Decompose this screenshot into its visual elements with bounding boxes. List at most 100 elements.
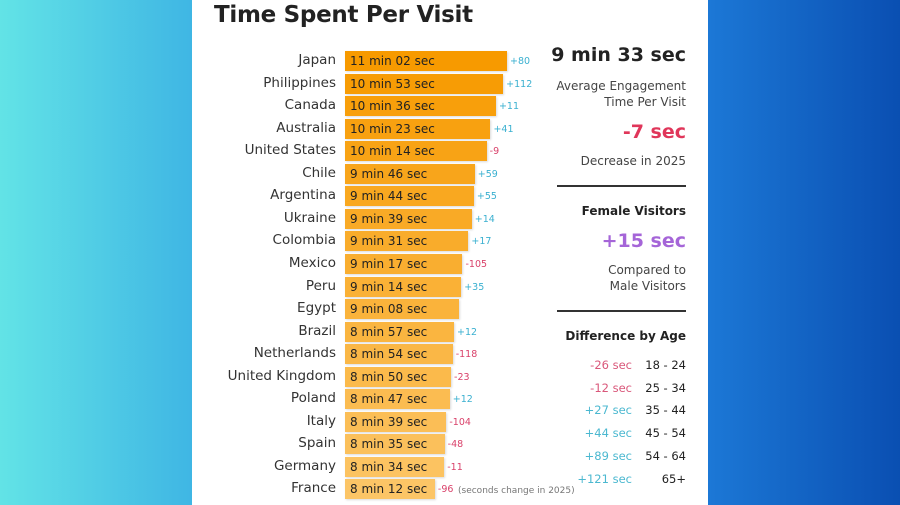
change-label: -118 xyxy=(455,349,478,361)
bar-row: France 8 min 12 sec -96 xyxy=(200,479,600,500)
female-value: +15 sec xyxy=(601,230,686,252)
bar xyxy=(345,51,507,71)
country-label: Japan xyxy=(298,52,336,68)
avg-label-2: Time Per Visit xyxy=(604,95,686,109)
bar xyxy=(345,253,463,274)
country-label: Spain xyxy=(298,435,336,452)
bar-value-label: 10 min 23 sec xyxy=(350,121,435,136)
change-label: -104 xyxy=(449,416,471,428)
bar-value-label: 9 min 14 sec xyxy=(350,279,428,294)
bar-value-label: 8 min 54 sec xyxy=(350,347,428,362)
country-label: Ukraine xyxy=(283,209,336,226)
country-label: Colombia xyxy=(272,232,336,249)
bar-value-label: 9 min 46 sec xyxy=(350,166,428,181)
country-label: Peru xyxy=(305,277,336,294)
bar xyxy=(345,73,504,94)
chart-title: Time Spent Per Visit xyxy=(214,2,473,28)
age-range: 54 - 64 xyxy=(645,448,686,463)
country-label: France xyxy=(291,480,336,497)
bar xyxy=(345,299,459,320)
country-label: Brazil xyxy=(298,322,336,339)
bar xyxy=(345,141,487,162)
change-label: +35 xyxy=(464,281,485,293)
country-label: Poland xyxy=(290,390,336,407)
change-label: -11 xyxy=(447,461,463,473)
bar xyxy=(345,208,472,229)
bar xyxy=(345,456,445,477)
bar xyxy=(345,344,453,365)
change-label: +14 xyxy=(474,213,495,225)
bar-value-label: 8 min 12 sec xyxy=(350,482,428,497)
change-label: -96 xyxy=(437,484,454,496)
bar xyxy=(345,366,452,387)
bar xyxy=(345,118,491,139)
bar xyxy=(345,389,450,410)
bar xyxy=(345,434,445,455)
bar-row: United Kingdom 8 min 50 sec -23 xyxy=(200,366,600,387)
country-label: United Kingdom xyxy=(227,367,336,384)
background-right xyxy=(708,0,900,505)
country-label: Mexico xyxy=(288,254,336,271)
bar xyxy=(345,186,474,207)
bar xyxy=(345,276,462,297)
age-diff: +121 sec xyxy=(577,471,632,486)
age-range: 25 - 34 xyxy=(645,380,686,395)
bar-row: Peru 9 min 14 sec +35 xyxy=(200,276,600,297)
change-note: (seconds change in 2025) xyxy=(458,486,575,496)
country-label: Egypt xyxy=(297,300,336,317)
change-label: -23 xyxy=(454,371,470,383)
age-range: 65+ xyxy=(661,471,686,486)
bar xyxy=(345,163,475,184)
bar xyxy=(345,96,496,117)
bar-value-label: 8 min 50 sec xyxy=(350,369,428,384)
bar-value-label: 9 min 44 sec xyxy=(350,189,428,204)
change-label: +17 xyxy=(471,236,492,248)
bar-value-label: 9 min 17 sec xyxy=(350,256,428,271)
bar-row: Mexico 9 min 17 sec -105 xyxy=(200,253,600,274)
country-label: Germany xyxy=(273,457,336,474)
bar-row: Egypt 9 min 08 sec xyxy=(200,299,600,320)
change-label: +59 xyxy=(477,168,498,180)
country-label: Argentina xyxy=(270,187,336,204)
bar-value-label: 9 min 31 sec xyxy=(350,234,428,249)
age-range: 18 - 24 xyxy=(645,358,686,372)
country-label: Chile xyxy=(302,164,336,181)
bar xyxy=(345,321,454,342)
bar-value-label: 10 min 53 sec xyxy=(350,76,435,91)
female-label-1: Compared to xyxy=(608,263,686,277)
bar-value-label: 8 min 47 sec xyxy=(350,392,428,407)
divider xyxy=(557,185,686,187)
change-label: +55 xyxy=(476,191,497,203)
bar-row: Canada 10 min 36 sec +11 xyxy=(200,96,600,117)
country-label: United States xyxy=(244,142,336,159)
bar-row: Netherlands 8 min 54 sec -118 xyxy=(200,344,600,365)
bar xyxy=(345,411,447,432)
avg-time-value: 9 min 33 sec xyxy=(551,44,686,66)
change-label: +12 xyxy=(452,394,473,406)
change-label: -9 xyxy=(489,146,500,158)
bar-row: Italy 8 min 39 sec -104 xyxy=(200,411,600,432)
bar-row: Australia 10 min 23 sec +41 xyxy=(200,118,600,139)
change-label: +112 xyxy=(506,78,533,90)
country-label: Netherlands xyxy=(253,345,336,362)
bar-row: Japan 11 min 02 sec +80 xyxy=(200,51,600,71)
bar-value-label: 8 min 35 sec xyxy=(350,437,428,452)
change-label: +12 xyxy=(456,326,478,338)
background-left xyxy=(0,0,192,505)
country-label: Philippines xyxy=(263,74,336,91)
female-title: Female Visitors xyxy=(581,204,686,218)
change-label: +41 xyxy=(493,123,514,135)
bar-row: United States 10 min 14 sec -9 xyxy=(200,141,600,162)
avg-label-1: Average Engagement xyxy=(556,79,686,93)
bar-value-label: 10 min 36 sec xyxy=(350,99,435,114)
bar-row: Argentina 9 min 44 sec +55 xyxy=(200,186,600,207)
age-range: 45 - 54 xyxy=(645,426,686,441)
bar-value-label: 8 min 57 sec xyxy=(350,324,428,339)
change-label: +80 xyxy=(510,56,531,67)
bar-value-label: 11 min 02 sec xyxy=(350,54,435,68)
bar-row: Poland 8 min 47 sec +12 xyxy=(200,389,600,410)
age-diff: -26 sec xyxy=(590,358,632,372)
age-diff: -12 sec xyxy=(590,380,632,395)
bar-row: Philippines 10 min 53 sec +112 xyxy=(200,73,600,94)
bar-value-label: 9 min 08 sec xyxy=(350,302,428,317)
